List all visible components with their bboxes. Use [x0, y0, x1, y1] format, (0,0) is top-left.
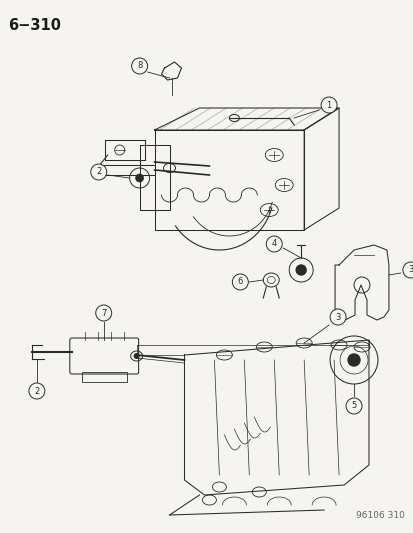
Circle shape: [135, 174, 143, 182]
Text: 4: 4: [271, 239, 276, 248]
Text: 5: 5: [351, 401, 356, 410]
Circle shape: [133, 353, 139, 359]
Circle shape: [345, 398, 361, 414]
Text: 96106 310: 96106 310: [355, 511, 404, 520]
Text: 2: 2: [34, 386, 39, 395]
Text: 1: 1: [326, 101, 331, 109]
Circle shape: [131, 58, 147, 74]
Circle shape: [329, 309, 345, 325]
Circle shape: [320, 97, 336, 113]
Text: 6−310: 6−310: [8, 18, 61, 33]
Circle shape: [29, 383, 45, 399]
Circle shape: [95, 305, 112, 321]
Circle shape: [295, 265, 306, 275]
Circle shape: [402, 262, 413, 278]
Text: 8: 8: [137, 61, 142, 70]
Text: 6: 6: [237, 278, 242, 287]
Text: 3: 3: [407, 265, 413, 274]
Circle shape: [347, 354, 359, 366]
Text: 3: 3: [335, 312, 340, 321]
Circle shape: [232, 274, 248, 290]
Text: 7: 7: [101, 309, 106, 318]
Circle shape: [266, 236, 282, 252]
Text: 2: 2: [96, 167, 101, 176]
Circle shape: [90, 164, 107, 180]
